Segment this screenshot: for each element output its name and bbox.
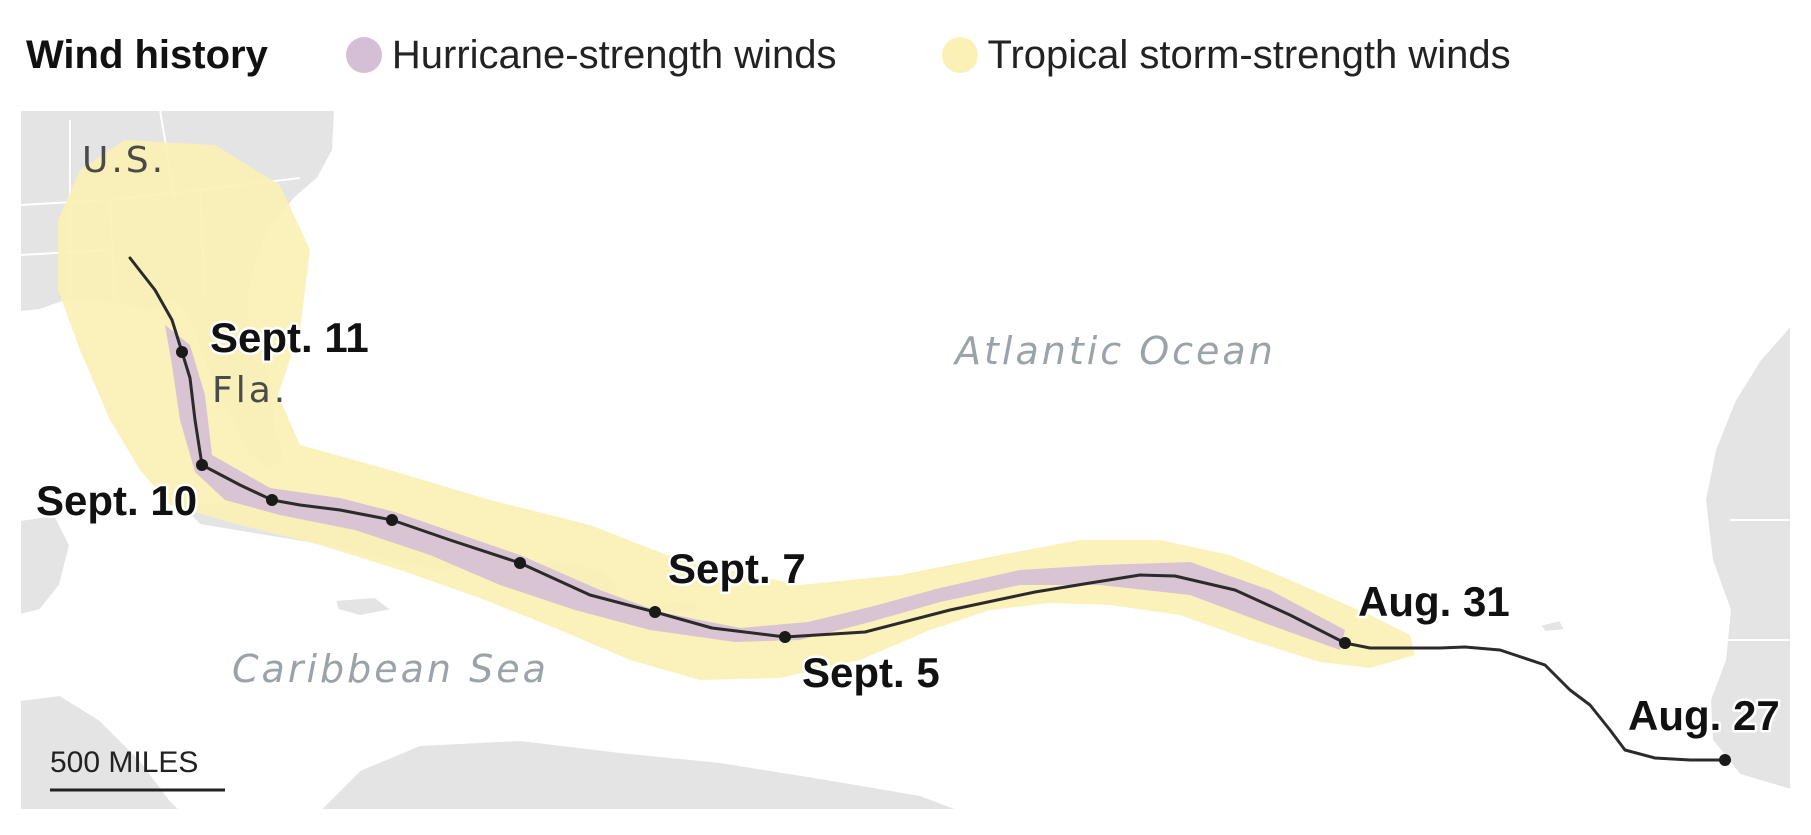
position-dot-aug31 [1339,637,1351,649]
date-label-sept11: Sept. 11 [210,314,369,361]
legend-item-hurricane: Hurricane-strength winds [345,32,837,78]
storm-positions [176,346,1731,766]
date-label-sept5: Sept. 5 [802,649,940,696]
legend: Wind history Hurricane-strength winds Tr… [26,30,1511,80]
atlantic-ocean-label: Atlantic Ocean [952,329,1276,373]
south-america-land [318,738,961,810]
scale-bar-label: 500 MILES [50,746,198,779]
position-dot [514,557,526,569]
position-dot-sept7 [649,606,661,618]
caribbean-sea-label: Caribbean Sea [232,647,549,691]
central-america-land [20,693,182,810]
us-label: U.S. [82,140,166,181]
storm-track-line [128,256,1727,762]
date-label-aug31: Aug. 31 [1358,578,1510,625]
date-label-sept10: Sept. 10 [36,477,197,524]
yucatan-land [20,513,72,617]
hurricane-swatch-icon [345,37,382,73]
florida-label: Fla. [212,370,288,411]
position-dot [386,514,398,526]
date-label-sept7: Sept. 7 [668,545,806,592]
tropical-storm-wind-field [58,140,1415,680]
hurricane-wind-field [165,325,1345,650]
bermuda-land [1538,618,1567,634]
position-dot-sept10 [196,459,208,471]
legend-item-label: Hurricane-strength winds [391,32,837,77]
date-label-aug27: Aug. 27 [1628,692,1780,739]
jamaica-land [333,595,395,618]
legend-item-label: Tropical storm-strength winds [987,32,1511,77]
scale-bar: 500 MILES [50,746,225,792]
africa-land [1703,323,1791,792]
legend-title: Wind history [26,32,268,77]
position-dot-aug27 [1719,754,1731,766]
legend-item-tropical-storm: Tropical storm-strength winds [941,32,1511,78]
position-dot [266,494,278,506]
position-dot-sept5 [779,631,791,643]
tropical-storm-swatch-icon [941,37,978,73]
position-dot-sept11 [176,346,188,358]
